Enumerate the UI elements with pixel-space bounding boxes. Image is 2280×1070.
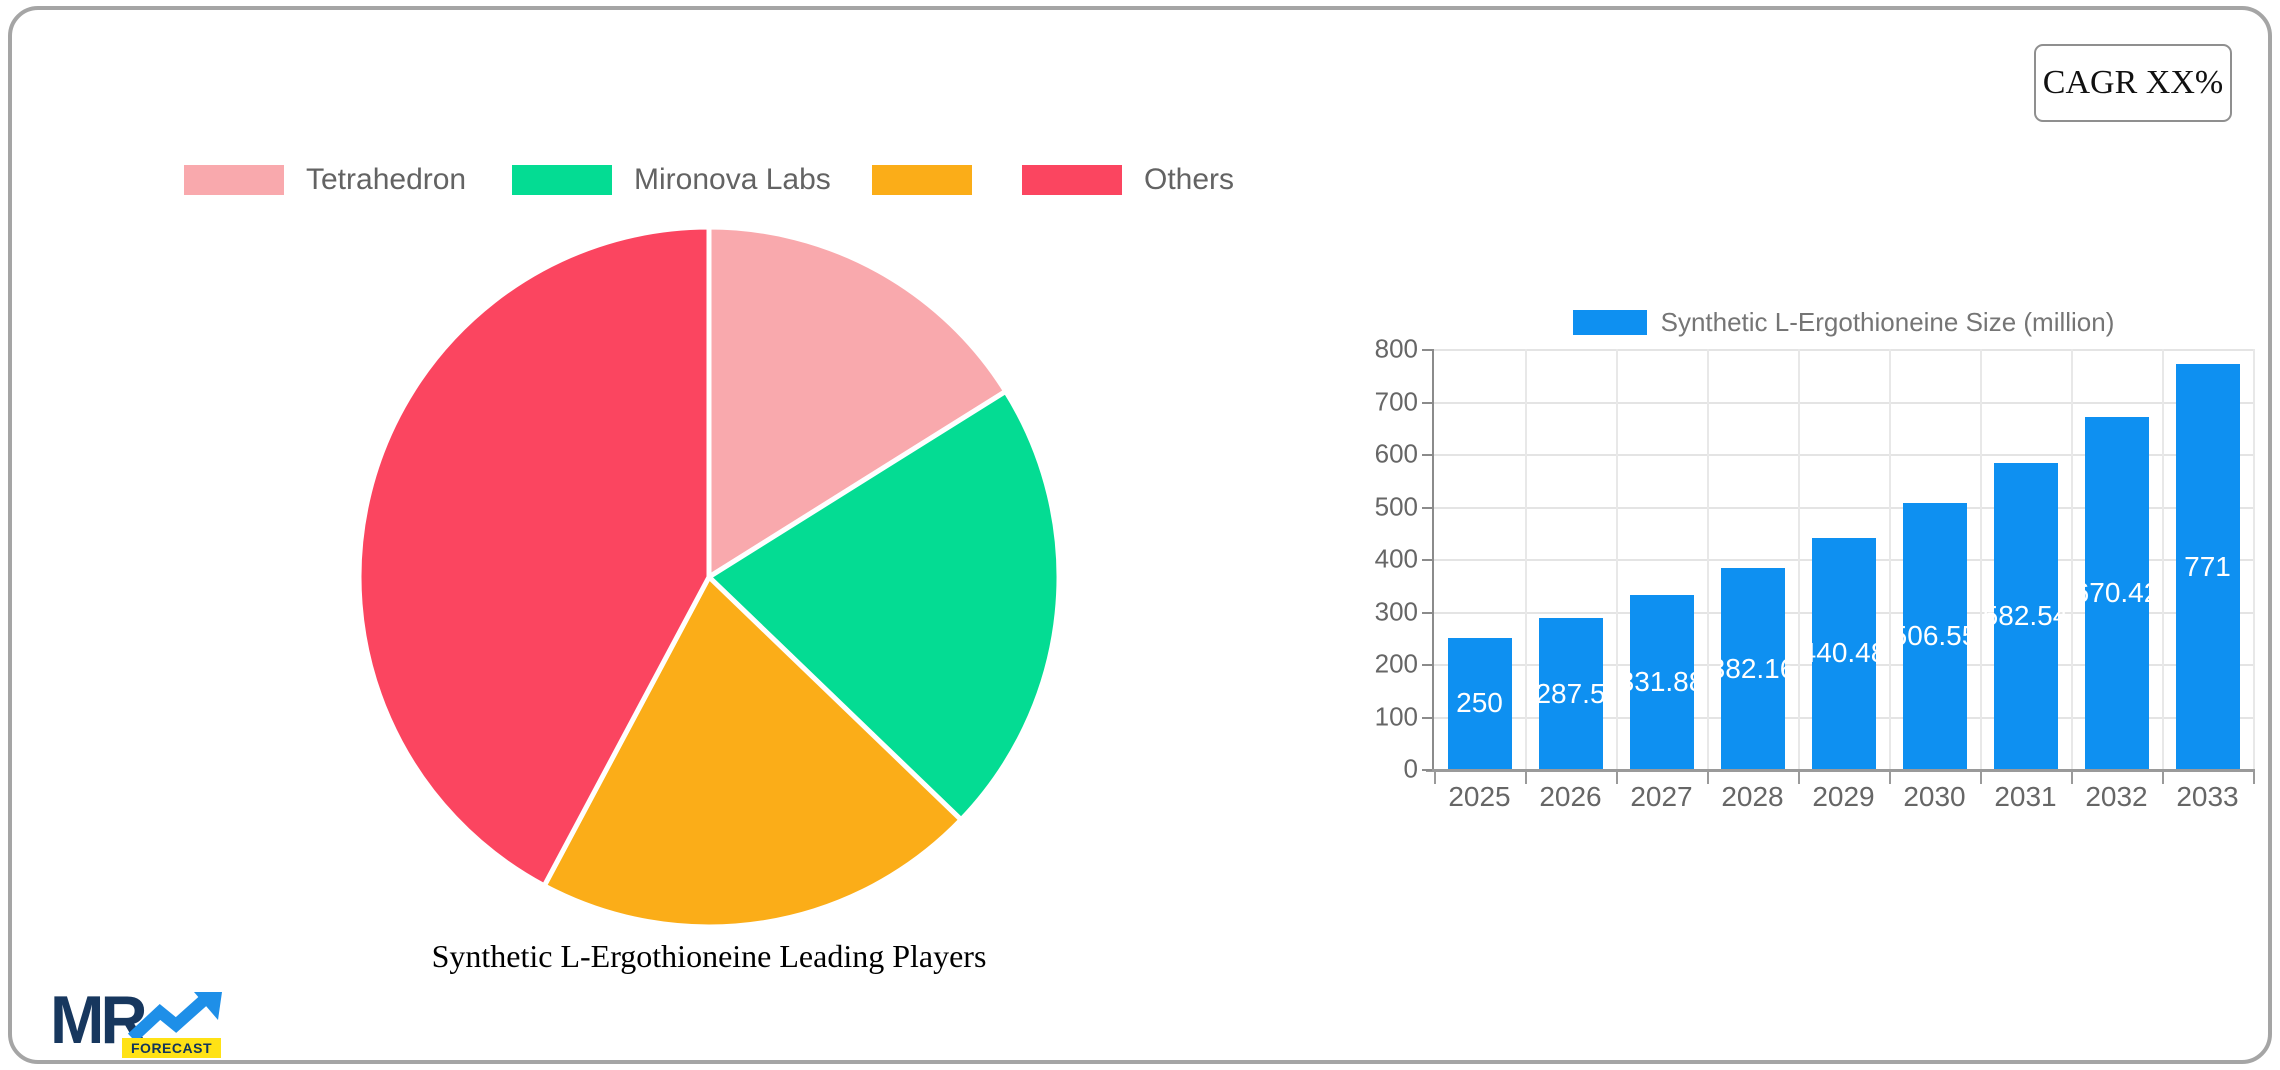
v-gridline	[2253, 349, 2255, 769]
bar-value-label: 670.42	[2073, 577, 2160, 609]
y-tick-label: 100	[1374, 701, 1418, 731]
v-gridline	[1980, 349, 1982, 769]
y-tick	[1422, 506, 1432, 509]
h-gridline-700	[1434, 401, 2253, 404]
bar-2028: 382.16	[1710, 568, 1795, 769]
pie-chart-title: Synthetic L-Ergothioneine Leading Player…	[431, 938, 987, 974]
x-tick	[2162, 772, 2164, 784]
pie-slice-unnamed	[541, 574, 964, 930]
logo-forecast-text: FORECAST	[122, 1038, 221, 1058]
y-tick-label: 800	[1374, 333, 1418, 364]
x-tick-label-2033: 2033	[2176, 781, 2239, 812]
pie-legend: Tetrahedron Mironova Labs Others	[12, 158, 1412, 202]
bar-legend-label: Synthetic L-Ergothioneine Size (million)	[1660, 306, 2115, 337]
mr-forecast-logo: MR FORECAST	[50, 986, 250, 1066]
bar-chart-plot-area: 0 100 200 300 400 500 600 700 800 250 2025 287.5 202…	[1375, 334, 2255, 812]
bar-value-label: 582.54	[1982, 600, 2069, 632]
bar-value-label: 382.16	[1709, 652, 1796, 684]
v-gridline	[1707, 349, 1709, 769]
y-tick-label: 400	[1374, 543, 1418, 574]
x-tick	[1798, 772, 1800, 784]
pie-legend-item-mironova-labs: Mironova Labs	[512, 158, 831, 202]
bar-legend-swatch	[1572, 309, 1647, 335]
v-gridline	[2071, 349, 2073, 769]
x-tick-label-2029: 2029	[1812, 781, 1875, 812]
y-tick	[1422, 349, 1432, 351]
y-tick	[1422, 716, 1432, 719]
x-tick	[2253, 772, 2255, 784]
bar-2029: 440.48	[1801, 537, 1886, 769]
bar-2027: 331.88	[1619, 594, 1704, 769]
y-tick	[1422, 769, 1432, 771]
v-gridline	[2162, 349, 2164, 769]
y-tick-label: 600	[1374, 438, 1418, 469]
pie-slice-mironova-labs	[706, 388, 1062, 823]
y-tick-label: 700	[1374, 386, 1418, 416]
y-tick	[1422, 611, 1432, 614]
y-tick-label: 0	[1403, 753, 1418, 784]
pie-svg	[356, 224, 1062, 930]
legend-label: Others	[1144, 163, 1235, 196]
h-gridline-500	[1434, 506, 2253, 509]
y-tick	[1422, 401, 1432, 404]
x-tick-label-2025: 2025	[1448, 781, 1511, 812]
x-tick-label-2027: 2027	[1630, 781, 1693, 812]
bar-value-label: 771	[2184, 550, 2231, 582]
bar-value-label: 287.5	[1535, 677, 1606, 709]
bar-value-label: 250	[1456, 687, 1503, 719]
v-gridline	[1798, 349, 1800, 769]
v-gridline	[1616, 349, 1618, 769]
legend-swatch	[184, 165, 284, 195]
y-tick	[1422, 454, 1432, 456]
x-tick	[1889, 772, 1891, 784]
trend-arrow-icon	[127, 992, 222, 1043]
legend-swatch	[512, 165, 612, 195]
y-tick	[1422, 559, 1432, 561]
x-tick	[2071, 772, 2073, 784]
x-tick-label-2028: 2028	[1721, 781, 1784, 812]
pie-chart	[351, 219, 1067, 935]
pie-slice-tetrahedron	[706, 224, 1009, 580]
x-axis-line	[1426, 769, 2255, 772]
bar-value-label: 440.48	[1800, 637, 1887, 669]
v-gridline	[1889, 349, 1891, 769]
legend-swatch	[1022, 165, 1122, 195]
x-tick	[1525, 772, 1527, 784]
legend-swatch	[872, 165, 972, 195]
bar-value-label: 331.88	[1618, 665, 1705, 697]
bar-2031: 582.54	[1983, 463, 2068, 769]
y-tick-label: 200	[1374, 648, 1418, 679]
v-gridline	[1525, 349, 1527, 769]
bar-2026: 287.5	[1535, 618, 1606, 769]
pie-legend-item-others: Others	[1022, 158, 1234, 202]
y-tick	[1422, 664, 1432, 666]
x-tick-label-2031: 2031	[1994, 781, 2057, 812]
bar-2025: 250	[1447, 637, 1512, 769]
pie-legend-item-tetrahedron: Tetrahedron	[184, 158, 466, 202]
bar-2033: 771	[2175, 364, 2240, 769]
cagr-label: CAGR XX%	[2042, 64, 2224, 101]
bar-2030: 506.55	[1892, 503, 1977, 769]
pie-slice-others	[356, 224, 712, 889]
x-tick-label-2030: 2030	[1903, 781, 1966, 812]
y-tick-label: 500	[1374, 491, 1418, 521]
y-tick-label: 300	[1374, 596, 1418, 626]
x-tick	[1980, 772, 1982, 784]
x-tick	[1616, 772, 1618, 784]
bar-legend: Synthetic L-Ergothioneine Size (million)	[1434, 305, 2253, 339]
y-axis-line	[1432, 349, 1434, 769]
pie-legend-item-unnamed	[872, 158, 994, 202]
legend-label: Tetrahedron	[306, 163, 467, 196]
legend-label: Mironova Labs	[634, 163, 831, 196]
bar-2032: 670.42	[2074, 417, 2159, 769]
bar-value-label: 506.55	[1891, 620, 1978, 652]
x-tick-label-2032: 2032	[2085, 781, 2148, 812]
report-card: CAGR XX% Tetrahedron Mironova Labs Others …	[8, 6, 2272, 1064]
x-tick	[1707, 772, 1709, 784]
x-tick	[1434, 772, 1436, 784]
h-gridline-800	[1434, 349, 2253, 351]
cagr-badge: CAGR XX%	[2034, 44, 2232, 122]
x-tick-label-2026: 2026	[1539, 781, 1602, 812]
h-gridline-600	[1434, 454, 2253, 456]
